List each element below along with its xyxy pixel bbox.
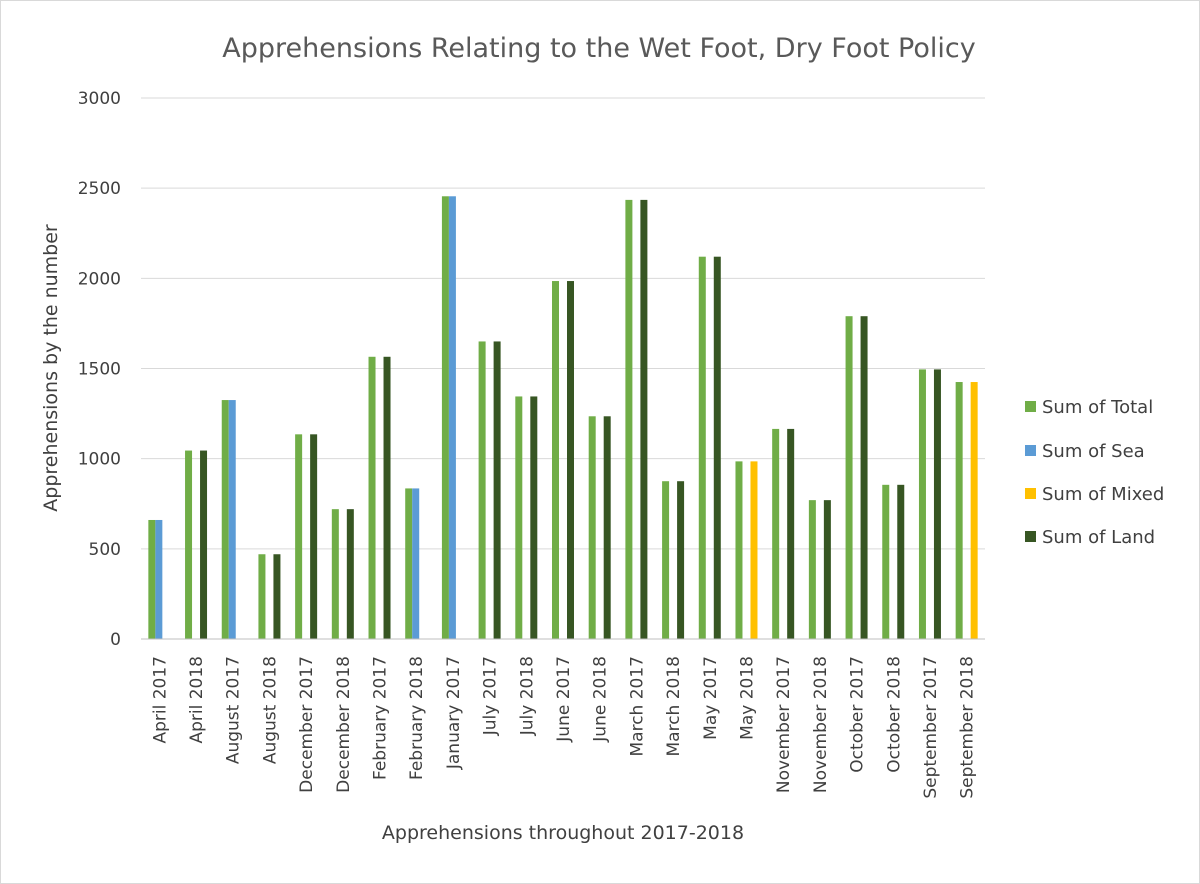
- bar-sum-of-total: [845, 316, 853, 639]
- legend: Sum of Total Sum of Sea Sum of Mixed Sum of…: [1025, 397, 1164, 548]
- x-axis-title: Apprehensions throughout 2017-2018: [382, 822, 744, 844]
- bar-sum-of-land: [823, 500, 831, 639]
- x-tick-label: February 2017: [371, 656, 391, 780]
- bar-sum-of-land: [933, 369, 941, 639]
- bar-sum-of-land: [603, 416, 611, 639]
- x-tick-label: June 2018: [591, 656, 611, 743]
- legend-label-sum-of-land: Sum of Land: [1042, 527, 1155, 548]
- bar-sum-of-total: [882, 484, 890, 639]
- y-axis-title: Apprehensions by the number: [40, 224, 62, 512]
- bar-sum-of-mixed: [970, 382, 978, 639]
- x-tick-label: October 2017: [848, 656, 868, 773]
- x-tick-label: November 2017: [774, 656, 794, 793]
- bar-sum-of-total: [478, 341, 486, 639]
- bar-sum-of-total: [515, 396, 523, 639]
- bar-sum-of-total: [258, 554, 266, 639]
- bar-sum-of-total: [331, 509, 339, 639]
- x-tick-label: March 2017: [627, 656, 647, 757]
- legend-label-sum-of-sea: Sum of Sea: [1042, 441, 1145, 462]
- x-tick-label: April 2018: [187, 656, 207, 744]
- bar-sum-of-total: [185, 450, 193, 639]
- x-axis-ticks: April 2017 April 2018 August 2017 August 20…: [150, 656, 977, 799]
- x-tick-label: January 2017: [444, 656, 464, 770]
- bar-sum-of-total: [955, 382, 963, 639]
- bar-sum-of-land: [273, 554, 281, 639]
- bar-sum-of-land: [860, 316, 868, 639]
- bar-sum-of-land: [787, 428, 795, 639]
- bar-sum-of-total: [625, 199, 633, 639]
- bar-sum-of-total: [918, 369, 926, 639]
- y-tick-label: 1500: [78, 360, 121, 380]
- x-tick-label: November 2018: [811, 656, 831, 793]
- x-tick-label: August 2018: [260, 656, 280, 764]
- bar-sum-of-total: [148, 519, 156, 639]
- x-tick-label: May 2017: [701, 656, 721, 740]
- bar-sum-of-total: [735, 461, 743, 639]
- bar-sum-of-land: [677, 481, 685, 639]
- bar-sum-of-sea: [155, 519, 163, 639]
- bar-sum-of-land: [897, 484, 905, 639]
- y-tick-label: 1000: [78, 450, 121, 470]
- x-tick-label: February 2018: [407, 656, 427, 780]
- bar-sum-of-land: [383, 356, 391, 639]
- bar-sum-of-land: [530, 396, 538, 639]
- bar-sum-of-land: [493, 341, 501, 639]
- legend-label-sum-of-total: Sum of Total: [1042, 397, 1153, 418]
- bar-sum-of-total: [441, 196, 449, 639]
- bar-sum-of-total: [808, 500, 816, 639]
- legend-swatch-sum-of-total: [1025, 401, 1036, 412]
- y-tick-label: 3000: [78, 89, 121, 109]
- bar-sum-of-total: [295, 434, 303, 639]
- bar-sum-of-land: [310, 434, 318, 639]
- bar-sum-of-total: [588, 416, 596, 639]
- x-tick-label: July 2018: [517, 656, 537, 736]
- x-tick-label: July 2017: [481, 656, 501, 736]
- legend-swatch-sum-of-mixed: [1025, 488, 1036, 499]
- legend-label-sum-of-mixed: Sum of Mixed: [1042, 484, 1164, 505]
- gridlines: [141, 97, 985, 640]
- bar-sum-of-land: [200, 450, 208, 639]
- bar-sum-of-total: [772, 428, 780, 639]
- bar-sum-of-land: [567, 281, 574, 639]
- bar-sum-of-land: [346, 509, 354, 639]
- bar-sum-of-total: [221, 400, 229, 639]
- bar-sum-of-sea: [448, 196, 456, 639]
- bar-sum-of-land: [640, 199, 648, 639]
- bar-sum-of-land: [713, 256, 721, 639]
- legend-swatch-sum-of-land: [1025, 531, 1036, 542]
- y-tick-label: 500: [89, 540, 121, 560]
- x-tick-label: May 2018: [737, 656, 757, 740]
- x-tick-label: December 2017: [297, 656, 317, 793]
- legend-swatch-sum-of-sea: [1025, 445, 1036, 456]
- bar-sum-of-total: [662, 481, 670, 639]
- x-tick-label: March 2018: [664, 656, 684, 757]
- x-tick-label: October 2018: [884, 656, 904, 773]
- bar-sum-of-sea: [412, 488, 420, 639]
- y-tick-label: 0: [110, 630, 121, 650]
- y-tick-label: 2000: [78, 269, 121, 289]
- y-axis-ticks: 0 500 1000 1500 2000 2500 3000: [78, 89, 121, 650]
- x-tick-label: August 2017: [224, 656, 244, 764]
- bar-sum-of-mixed: [750, 461, 758, 639]
- x-tick-label: April 2017: [150, 656, 170, 744]
- x-tick-label: September 2018: [958, 656, 978, 799]
- chart-title: Apprehensions Relating to the Wet Foot, …: [222, 33, 975, 64]
- bar-sum-of-total: [368, 356, 376, 639]
- bar-sum-of-total: [405, 488, 413, 639]
- x-tick-label: June 2017: [554, 656, 574, 743]
- x-tick-label: September 2017: [921, 656, 941, 799]
- x-tick-label: December 2018: [334, 656, 354, 793]
- bar-sum-of-total: [552, 281, 559, 639]
- bar-sum-of-sea: [228, 400, 236, 639]
- bars: [141, 196, 985, 640]
- y-tick-label: 2500: [78, 179, 121, 199]
- bar-sum-of-total: [698, 256, 706, 639]
